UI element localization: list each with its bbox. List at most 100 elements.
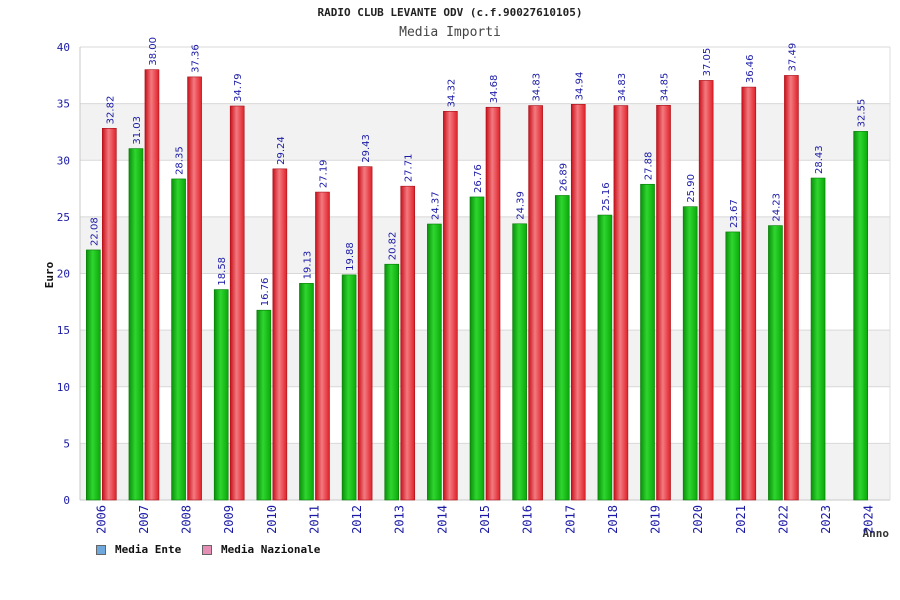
x-tick-label: 2013 — [393, 505, 407, 534]
x-tick-label: 2008 — [180, 505, 194, 534]
data-label: 29.43 — [361, 134, 372, 163]
data-label: 26.76 — [473, 164, 484, 193]
bar-ente — [512, 223, 527, 501]
bar-ente — [213, 289, 229, 501]
y-tick-label: 30 — [57, 154, 70, 167]
data-label: 37.49 — [787, 43, 798, 72]
data-label: 36.46 — [745, 54, 756, 83]
legend-swatch-ente — [96, 544, 106, 555]
bar-nazionale — [187, 76, 202, 501]
data-label: 27.71 — [404, 154, 415, 183]
x-tick-label: 2016 — [521, 505, 535, 534]
y-tick-label: 5 — [63, 437, 70, 450]
data-label: 23.67 — [729, 199, 740, 228]
x-tick-label: 2024 — [862, 505, 876, 534]
data-label: 29.24 — [276, 136, 287, 165]
bar-nazionale — [315, 191, 330, 501]
legend-label-ente: Media Ente — [115, 543, 182, 556]
x-tick-label: 2017 — [563, 505, 577, 534]
data-label: 37.05 — [702, 48, 713, 77]
bar-nazionale — [102, 128, 117, 501]
bar-ente — [299, 283, 314, 501]
x-axis-title: Anno — [863, 527, 890, 540]
chart-title: RADIO CLUB LEVANTE ODV (c.f.90027610105) — [317, 6, 583, 19]
data-label: 22.08 — [89, 217, 100, 246]
legend-swatch-nazionale — [202, 544, 212, 555]
data-label: 27.19 — [318, 159, 329, 188]
bar-ente — [554, 195, 570, 501]
data-label: 25.16 — [601, 182, 612, 211]
data-label: 34.68 — [489, 75, 500, 104]
bar-nazionale — [144, 69, 160, 501]
bar-ente — [171, 178, 186, 501]
data-label: 34.85 — [660, 73, 671, 102]
data-label: 20.82 — [388, 232, 399, 261]
x-tick-label: 2023 — [819, 505, 833, 534]
bar-ente — [427, 223, 442, 501]
x-tick-label: 2006 — [94, 505, 108, 534]
data-label: 31.03 — [132, 116, 143, 145]
data-label: 19.13 — [302, 251, 313, 280]
bar-nazionale — [656, 105, 671, 501]
data-label: 24.23 — [771, 193, 782, 222]
bar-nazionale — [229, 105, 245, 501]
bar-nazionale — [443, 111, 458, 501]
y-tick-label: 20 — [57, 268, 70, 281]
x-tick-label: 2018 — [606, 505, 620, 534]
x-tick-label: 2019 — [649, 505, 663, 534]
bar-ente — [384, 263, 400, 501]
y-tick-label: 25 — [57, 211, 70, 224]
x-tick-label: 2022 — [776, 505, 790, 534]
data-label: 18.58 — [217, 257, 228, 286]
data-label: 32.55 — [857, 99, 868, 128]
data-label: 34.94 — [574, 72, 585, 101]
data-label: 37.36 — [191, 44, 202, 73]
y-tick-label: 40 — [57, 41, 70, 54]
data-label: 25.90 — [686, 174, 697, 203]
data-label: 27.88 — [644, 152, 655, 181]
bar-nazionale — [400, 185, 416, 501]
x-tick-label: 2020 — [691, 505, 705, 534]
bar-ente — [469, 196, 485, 501]
bar-ente — [128, 148, 144, 501]
y-tick-label: 10 — [57, 381, 70, 394]
bar-ente — [682, 206, 698, 501]
legend-item-nazionale: Media Nazionale — [202, 543, 320, 556]
bar-ente — [853, 131, 868, 501]
bar-nazionale — [485, 106, 501, 501]
x-tick-label: 2007 — [137, 505, 151, 534]
data-label: 24.39 — [516, 191, 527, 220]
data-label: 34.83 — [617, 73, 628, 102]
x-tick-label: 2012 — [350, 505, 364, 534]
x-tick-label: 2014 — [435, 505, 449, 534]
bar-nazionale — [357, 166, 373, 501]
bar-nazionale — [528, 105, 543, 501]
bar-ente — [640, 183, 655, 501]
bar-nazionale — [613, 105, 629, 501]
bar-nazionale — [570, 104, 586, 501]
data-label: 19.88 — [345, 242, 356, 271]
bar-nazionale — [741, 86, 757, 501]
bar-ente — [256, 309, 272, 501]
data-label: 24.37 — [430, 191, 441, 220]
chart-subtitle: Media Importi — [399, 25, 501, 40]
legend-label-nazionale: Media Nazionale — [221, 543, 321, 556]
bar-ente — [725, 231, 741, 501]
data-label: 34.83 — [532, 73, 543, 102]
data-label: 16.76 — [260, 278, 271, 307]
bar-ente — [810, 177, 826, 501]
data-label: 28.35 — [175, 146, 186, 175]
bar-nazionale — [784, 75, 799, 501]
x-tick-label: 2010 — [265, 505, 279, 534]
x-tick-label: 2011 — [307, 505, 321, 534]
x-tick-label: 2021 — [734, 505, 748, 534]
bar-ente — [597, 214, 613, 501]
x-tick-label: 2015 — [478, 505, 492, 534]
data-label: 34.79 — [233, 73, 244, 102]
y-axis-title: Euro — [43, 261, 56, 288]
bar-nazionale — [272, 168, 288, 501]
x-tick-label: 2009 — [222, 505, 236, 534]
data-label: 34.32 — [446, 79, 457, 108]
